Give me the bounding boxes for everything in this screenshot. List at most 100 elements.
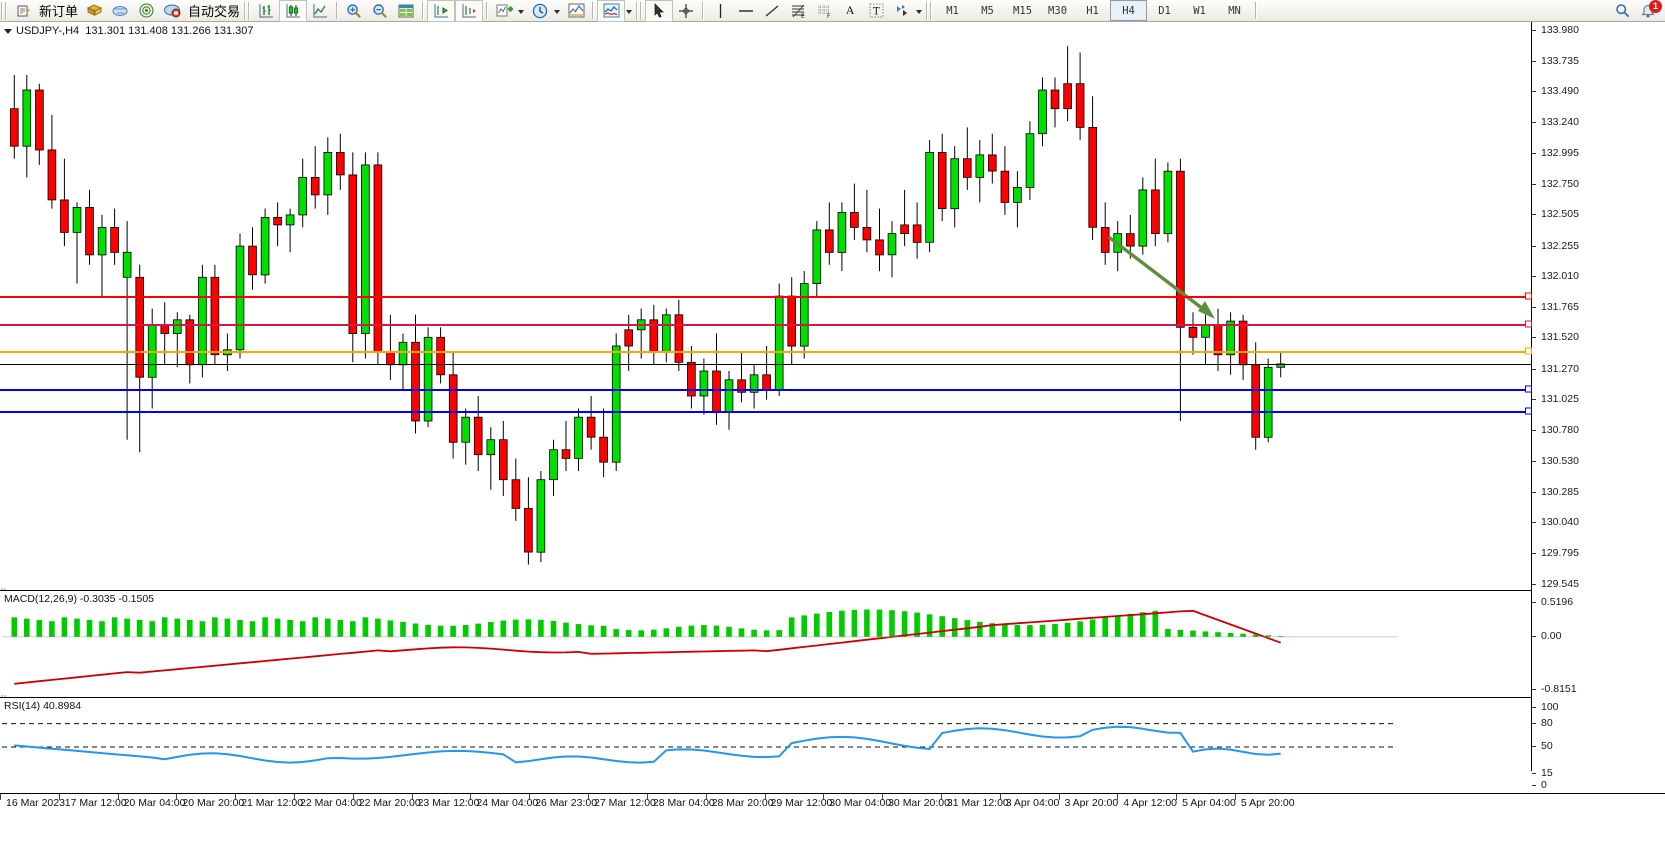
indicators-icon[interactable] xyxy=(491,1,517,21)
macd-tick: 0.5196 xyxy=(1532,596,1573,608)
level-line-support-upper[interactable] xyxy=(0,388,1531,391)
level-handle-support-lower[interactable] xyxy=(1525,407,1532,415)
time-tick xyxy=(588,794,589,800)
alert-icon[interactable]: 1 xyxy=(1635,0,1662,21)
macd-pane[interactable]: MACD(12,26,9) -0.3035 -0.1505 xyxy=(0,590,1531,695)
time-label: 4 Apr 12:00 xyxy=(1123,797,1178,809)
time-label: 26 Mar 23:00 xyxy=(535,797,598,809)
time-label: 5 Apr 04:00 xyxy=(1182,797,1236,809)
rsi-tick: 15 xyxy=(1532,767,1553,779)
chart-menu-caret-icon[interactable] xyxy=(4,28,12,34)
new-order-label[interactable]: 新订单 xyxy=(39,4,79,19)
rsi-plot[interactable] xyxy=(2,698,1397,793)
time-label: 30 Mar 20:00 xyxy=(888,797,950,809)
price-axis[interactable]: 133.980 133.735 133.490 133.240 132.995 132.7… xyxy=(1531,22,1665,791)
chevron-down-icon-3[interactable] xyxy=(626,9,633,14)
grid-icon[interactable] xyxy=(393,1,419,21)
auto-scroll-icon[interactable] xyxy=(455,0,484,22)
vertical-line-icon[interactable] xyxy=(707,1,733,21)
time-tick xyxy=(882,794,884,800)
price-plot[interactable] xyxy=(2,22,1397,588)
level-line-resistance-lower[interactable] xyxy=(0,324,1531,327)
navigator-icon[interactable] xyxy=(133,1,159,21)
price-pane[interactable]: USDJPY-,H4 131.301 131.408 131.266 131.3… xyxy=(0,22,1532,588)
time-label: 28 Mar 20:00 xyxy=(711,797,774,809)
toolbar-grip-2[interactable] xyxy=(244,1,252,20)
chevron-down-icon-4[interactable] xyxy=(916,9,923,14)
time-label: 20 Mar 20:00 xyxy=(182,797,245,809)
time-tick xyxy=(646,794,648,800)
toolbar-grip[interactable] xyxy=(1,1,8,20)
level-handle-pivot[interactable] xyxy=(1525,347,1532,355)
level-line-resistance-upper[interactable] xyxy=(0,295,1531,298)
timeframe-h4[interactable]: H4 xyxy=(1110,0,1148,21)
price-tick: 132.010 xyxy=(1532,270,1579,282)
candlestick-chart-icon[interactable] xyxy=(279,0,308,22)
chart-shift-icon[interactable] xyxy=(427,0,456,22)
shapes-icon[interactable] xyxy=(889,1,915,21)
cursor-icon[interactable] xyxy=(645,0,674,22)
toolbar-separator-4 xyxy=(592,2,595,19)
level-line-pivot[interactable] xyxy=(0,351,1531,354)
crosshair-icon[interactable] xyxy=(673,1,699,21)
alert-badge: 1 xyxy=(1649,0,1662,13)
chevron-down-icon[interactable] xyxy=(518,9,525,14)
data-window-icon[interactable] xyxy=(107,1,133,21)
timeframe-m1[interactable]: M1 xyxy=(946,4,959,17)
time-axis[interactable]: 16 Mar 2023 17 Mar 12:00 20 Mar 04:00 20 Ma… xyxy=(0,793,1665,842)
time-tick xyxy=(411,794,413,800)
rsi-tick: 80 xyxy=(1532,717,1553,729)
horizontal-line-icon[interactable] xyxy=(733,1,759,21)
templates-icon[interactable] xyxy=(563,1,589,21)
level-handle-support-upper[interactable] xyxy=(1525,385,1532,392)
fibonacci-icon[interactable]: E xyxy=(785,1,811,21)
text-icon[interactable]: A xyxy=(845,3,855,17)
bar-chart-icon[interactable] xyxy=(253,1,279,21)
trendline-icon[interactable] xyxy=(759,1,785,21)
toolbar-grip-3[interactable] xyxy=(636,1,644,20)
zoom-out-icon[interactable] xyxy=(367,1,393,21)
equidistant-channel-icon[interactable]: F xyxy=(811,1,837,21)
timeframe-m5[interactable]: M5 xyxy=(981,4,994,17)
time-tick xyxy=(999,794,1001,800)
timeframe-mn[interactable]: MN xyxy=(1228,4,1241,17)
auto-trading-label[interactable]: 自动交易 xyxy=(188,4,241,19)
time-tick xyxy=(940,794,942,800)
expert-advisor-icon[interactable] xyxy=(81,1,107,21)
toolbar-grip-4[interactable] xyxy=(926,1,934,20)
search-icon[interactable] xyxy=(1609,1,1635,21)
price-tick: 130.780 xyxy=(1532,424,1579,436)
rsi-pane[interactable]: RSI(14) 40.8984 xyxy=(0,697,1531,793)
timeframe-m15[interactable]: M15 xyxy=(1013,4,1033,17)
rsi-series xyxy=(2,723,1397,764)
time-label: 22 Mar 20:00 xyxy=(358,797,421,809)
macd-plot[interactable] xyxy=(2,591,1397,695)
main-toolbar: 新订单 自动交易 xyxy=(0,0,1665,22)
line-chart-icon[interactable] xyxy=(307,1,333,21)
time-label: 20 Mar 04:00 xyxy=(123,797,186,809)
chart-area[interactable]: USDJPY-,H4 131.301 131.408 131.266 131.3… xyxy=(0,22,1665,842)
terminal-icon[interactable] xyxy=(159,1,185,21)
toolbar-separator-5 xyxy=(702,2,705,19)
text-label-icon[interactable]: T xyxy=(863,1,889,21)
chart-type-icon[interactable] xyxy=(597,0,626,22)
level-line-current-price[interactable] xyxy=(0,363,1531,365)
timeframe-d1[interactable]: D1 xyxy=(1158,4,1171,17)
timeframe-h1[interactable]: H1 xyxy=(1086,4,1099,17)
chevron-down-icon-2[interactable] xyxy=(554,9,561,14)
down-trend-arrow[interactable] xyxy=(2,22,1397,588)
timeframe-w1[interactable]: W1 xyxy=(1193,4,1206,17)
zoom-in-icon[interactable] xyxy=(341,1,367,21)
price-tick: 133.240 xyxy=(1532,116,1579,128)
level-handle-resistance-lower[interactable] xyxy=(1525,320,1532,328)
price-tick: 130.285 xyxy=(1532,486,1579,498)
time-tick xyxy=(823,794,825,800)
timeframe-m30[interactable]: M30 xyxy=(1048,4,1068,17)
level-line-support-lower[interactable] xyxy=(0,410,1531,413)
price-tick: 132.505 xyxy=(1532,208,1579,220)
level-handle-resistance-upper[interactable] xyxy=(1525,292,1532,300)
svg-text:E: E xyxy=(801,13,805,19)
period-icon[interactable] xyxy=(527,1,553,21)
time-tick xyxy=(529,794,531,800)
new-order-icon[interactable] xyxy=(10,1,36,21)
